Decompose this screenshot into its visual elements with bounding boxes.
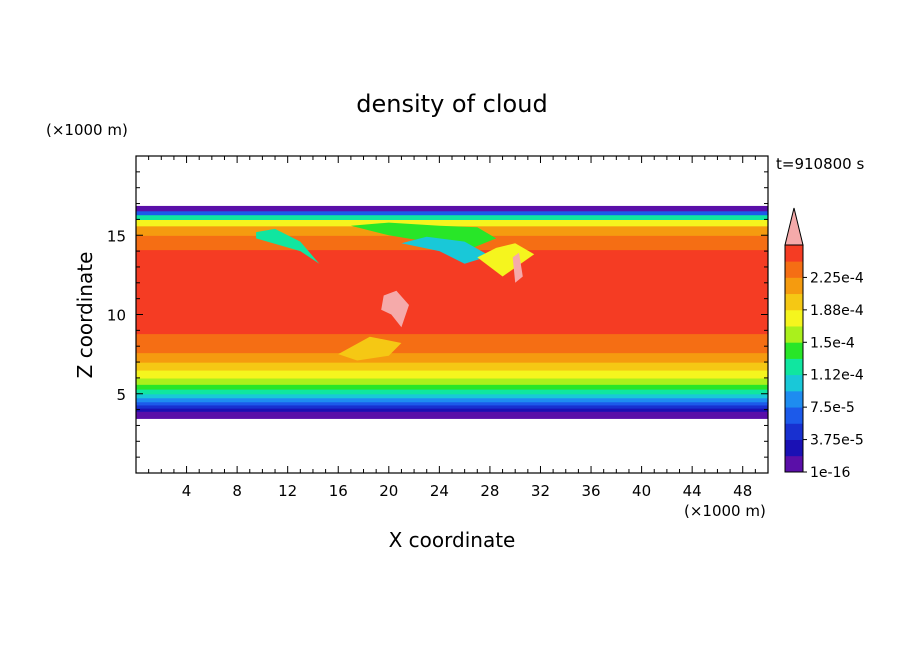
y-tick-label: 15 bbox=[107, 227, 126, 245]
x-axis-ticks: 4 8 12 16 20 24 28 32 36 40 44 48 bbox=[148, 156, 756, 500]
colorbar-swatch bbox=[785, 358, 803, 376]
colorbar-swatch bbox=[785, 293, 803, 311]
x-tick-label: 28 bbox=[480, 482, 499, 500]
colorbar-swatch bbox=[785, 423, 803, 440]
chart-title: density of cloud bbox=[356, 90, 547, 118]
contour-band-13 bbox=[136, 249, 768, 335]
y-axis-label: Z coordinate bbox=[73, 252, 97, 379]
x-tick-label: 8 bbox=[232, 482, 242, 500]
contour-band-1 bbox=[136, 408, 768, 412]
x-tick-label: 40 bbox=[632, 482, 651, 500]
y-tick-label: 10 bbox=[107, 307, 126, 325]
x-tick-label: 24 bbox=[430, 482, 449, 500]
contour-features bbox=[256, 222, 535, 361]
contour-region-5 bbox=[381, 290, 409, 328]
contour-band-17 bbox=[136, 214, 768, 220]
contour-region-0 bbox=[256, 228, 320, 264]
colorbar-label: 1.88e-4 bbox=[810, 303, 864, 319]
y-tick-label: 5 bbox=[116, 386, 126, 404]
contour-band-18 bbox=[136, 210, 768, 216]
contour-band-9 bbox=[136, 369, 768, 379]
colorbar-label: 3.75e-5 bbox=[810, 433, 864, 449]
x-tick-label: 16 bbox=[329, 482, 348, 500]
contour-region-6 bbox=[512, 252, 523, 283]
colorbar: 1e-16 3.75e-5 7.5e-5 1.12e-4 1.5e-4 1.88e-4 2.… bbox=[784, 207, 864, 481]
colorbar-swatch bbox=[785, 326, 803, 343]
colorbar-swatch bbox=[785, 277, 803, 295]
x-tick-label: 48 bbox=[733, 482, 752, 500]
contour-region-3 bbox=[477, 243, 535, 277]
colorbar-swatch bbox=[785, 390, 803, 408]
colorbar-label: 1e-16 bbox=[810, 465, 850, 481]
x-tick-label: 20 bbox=[379, 482, 398, 500]
contour-band-19 bbox=[136, 205, 768, 212]
colorbar-swatch bbox=[785, 342, 803, 359]
colorbar-swatch bbox=[785, 455, 803, 473]
colorbar-overflow-arrow bbox=[784, 207, 804, 246]
contour-region-2 bbox=[401, 236, 490, 264]
contour-band-3 bbox=[136, 401, 768, 406]
contour-band-16 bbox=[136, 219, 768, 227]
contour-band-10 bbox=[136, 362, 768, 371]
contour-band-2 bbox=[136, 404, 768, 409]
colorbar-swatch bbox=[785, 309, 803, 327]
x-unit-label: (×1000 m) bbox=[684, 502, 766, 520]
colorbar-swatch bbox=[785, 439, 803, 457]
colorbar-label: 1.5e-4 bbox=[810, 335, 855, 351]
contour-band-12 bbox=[136, 333, 768, 354]
colorbar-label: 7.5e-5 bbox=[810, 400, 855, 416]
x-tick-label: 12 bbox=[278, 482, 297, 500]
colorbar-swatch bbox=[785, 245, 803, 262]
contour-band-5 bbox=[136, 393, 768, 399]
contour-band-6 bbox=[136, 388, 768, 395]
y-axis-ticks: 5 10 15 bbox=[107, 171, 768, 458]
contour-region-4 bbox=[338, 336, 402, 361]
x-axis-label: X coordinate bbox=[389, 528, 516, 552]
colorbar-swatch bbox=[785, 374, 803, 392]
contour-band-8 bbox=[136, 377, 768, 385]
contour-band-4 bbox=[136, 397, 768, 403]
x-tick-label: 32 bbox=[531, 482, 550, 500]
time-label: t=910800 s bbox=[776, 155, 864, 173]
x-tick-label: 4 bbox=[182, 482, 192, 500]
x-tick-label: 44 bbox=[683, 482, 702, 500]
y-unit-label: (×1000 m) bbox=[46, 121, 128, 139]
colorbar-label: 1.12e-4 bbox=[810, 368, 864, 384]
colorbar-swatch bbox=[785, 407, 803, 424]
contour-band-0 bbox=[136, 411, 768, 419]
colorbar-label: 2.25e-4 bbox=[810, 270, 864, 286]
x-tick-label: 36 bbox=[581, 482, 600, 500]
contour-bands bbox=[136, 205, 768, 419]
colorbar-frame bbox=[784, 244, 804, 473]
colorbar-swatch bbox=[785, 261, 803, 278]
contour-band-11 bbox=[136, 352, 768, 363]
contour-band-7 bbox=[136, 384, 768, 390]
